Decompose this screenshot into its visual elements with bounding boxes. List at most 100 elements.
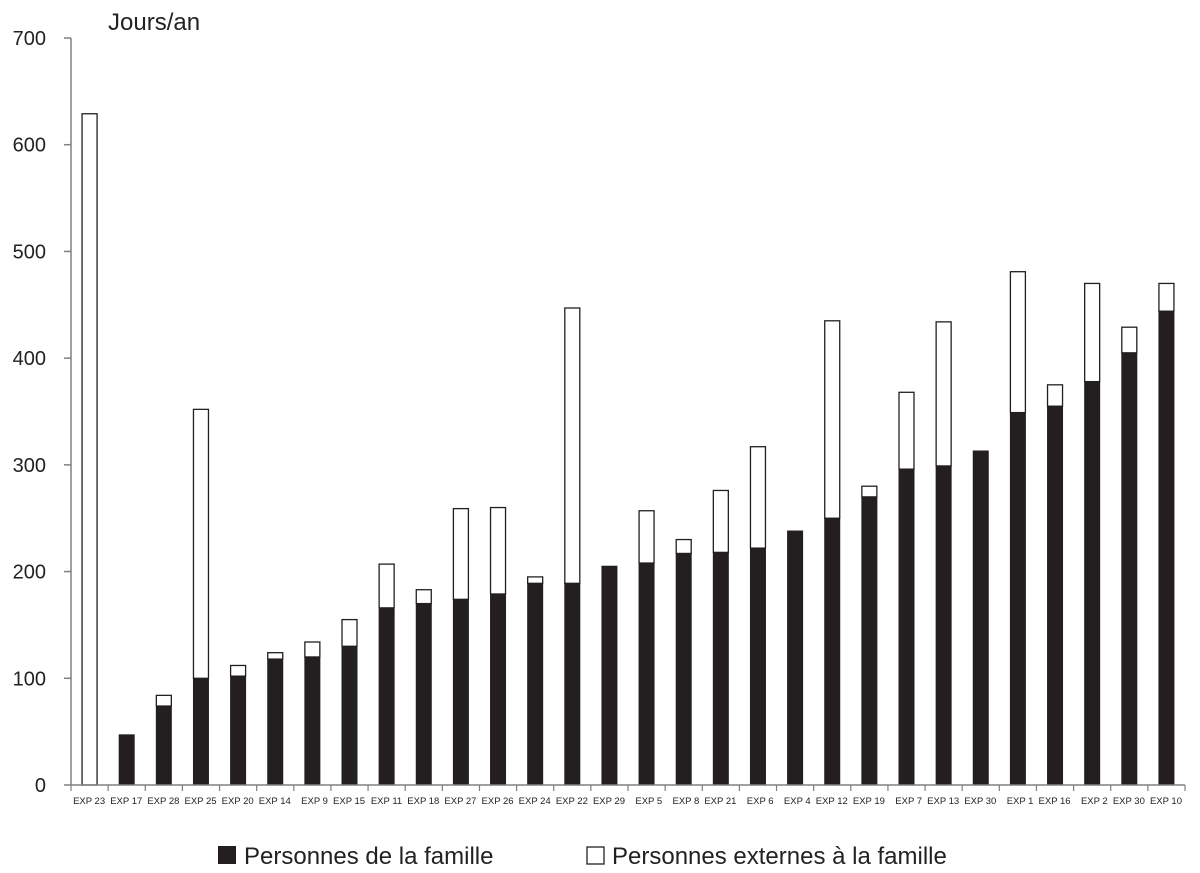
bar-family [1084,381,1101,786]
bar-family [601,565,618,786]
bar-family [415,603,432,786]
bar-family [1158,310,1175,786]
bar-external [267,652,284,660]
bar-external [489,506,507,595]
bar-family [1121,352,1138,786]
y-tick-label: 600 [13,135,46,157]
bar-external [1046,384,1064,407]
bar-external [1158,282,1175,312]
x-category-label: EXP 30 [1113,796,1145,807]
x-category-label: EXP 29 [593,796,625,807]
y-tick-label: 200 [13,562,46,584]
bar-family [192,677,209,786]
bar-family [1047,405,1064,786]
bar-external [341,618,358,647]
bar-external [304,641,321,658]
x-category-label: EXP 10 [1150,796,1182,807]
legend-label-family: Personnes de la famille [244,843,493,870]
bar-external [229,664,247,677]
bar-family [564,582,581,786]
bar-external [378,563,395,609]
bar-external [1084,282,1101,383]
legend-swatch-external [586,846,605,865]
legend-item-family: Personnes de la famille [218,843,493,870]
x-category-label: EXP 22 [556,796,588,807]
y-tick-label: 700 [13,28,46,50]
x-category-label: EXP 14 [259,796,291,807]
x-category-label: EXP 27 [444,796,476,807]
x-category-label: EXP 13 [927,796,959,807]
bar-external [192,408,210,679]
bar-family [935,465,952,786]
bar-family [972,450,989,786]
x-axis: EXP 23 EXP 17 EXP 28 EXP 25 EXP 20 EXP 14 EXP … [70,784,1186,807]
x-category-label: EXP 8 [673,796,700,807]
bar-external [638,510,655,564]
bar-external [712,489,729,554]
y-axis-unit-label: Jours/an [108,9,200,36]
legend-item-external: Personnes externes à la famille [586,843,947,870]
bar-family [861,496,878,786]
bar-external [564,307,581,584]
x-category-label: EXP 17 [110,796,142,807]
y-tick-label: 100 [13,668,46,690]
x-category-label: EXP 25 [184,796,216,807]
bar-family [341,645,358,786]
bar-family [118,734,135,786]
bar-family [898,468,915,786]
bar-external [898,391,915,470]
bar-family [304,656,321,786]
x-category-label: EXP 11 [371,796,402,807]
bar-family [378,607,395,786]
bar-external [824,320,841,519]
x-category-label: EXP 30 [964,796,996,807]
x-category-label: EXP 1 [1007,796,1034,807]
y-axis: 0 100 200 300 400 500 600 700 [13,28,72,797]
bars [81,113,1175,786]
x-category-label: EXP 9 [301,796,328,807]
x-category-label: EXP 7 [895,796,922,807]
x-category-label: EXP 18 [407,796,439,807]
x-category-label: EXP 6 [747,796,774,807]
y-tick-label: 500 [13,241,46,263]
legend-label-external: Personnes externes à la famille [612,843,947,870]
bar-external [1009,271,1027,414]
bar-external [675,538,692,555]
bar-family [490,593,507,786]
x-category-label: EXP 5 [635,796,662,807]
x-category-label: EXP 23 [73,796,105,807]
y-tick-label: 0 [35,775,46,797]
bar-family [452,598,469,786]
bar-family [675,552,692,786]
bar-family [749,547,766,786]
bar-family [824,517,841,786]
bar-external [1121,326,1138,354]
bar-family [638,562,655,786]
bar-family [527,582,544,786]
x-category-label: EXP 19 [853,796,885,807]
x-category-label: EXP 20 [222,796,254,807]
x-category-label: EXP 28 [147,796,179,807]
bar-external [415,589,432,605]
bar-family [1009,412,1026,786]
legend: Personnes de la famille Personnes extern… [218,843,947,870]
bar-external [527,576,544,584]
bar-external [749,446,767,549]
x-category-label: EXP 15 [333,796,365,807]
bar-external [861,485,878,498]
bar-external [155,694,172,707]
x-category-label: EXP 16 [1039,796,1071,807]
bar-external [452,507,470,600]
x-category-label: EXP 12 [816,796,848,807]
x-category-label: EXP 4 [784,796,811,807]
bar-family [787,530,804,786]
x-category-label: EXP 2 [1081,796,1108,807]
legend-swatch-family [218,846,236,864]
bar-external [935,321,952,467]
bar-external [81,113,98,786]
bar-family [155,705,172,786]
y-tick-label: 400 [13,348,46,370]
x-category-label: EXP 24 [519,796,551,807]
bar-family [267,658,284,786]
